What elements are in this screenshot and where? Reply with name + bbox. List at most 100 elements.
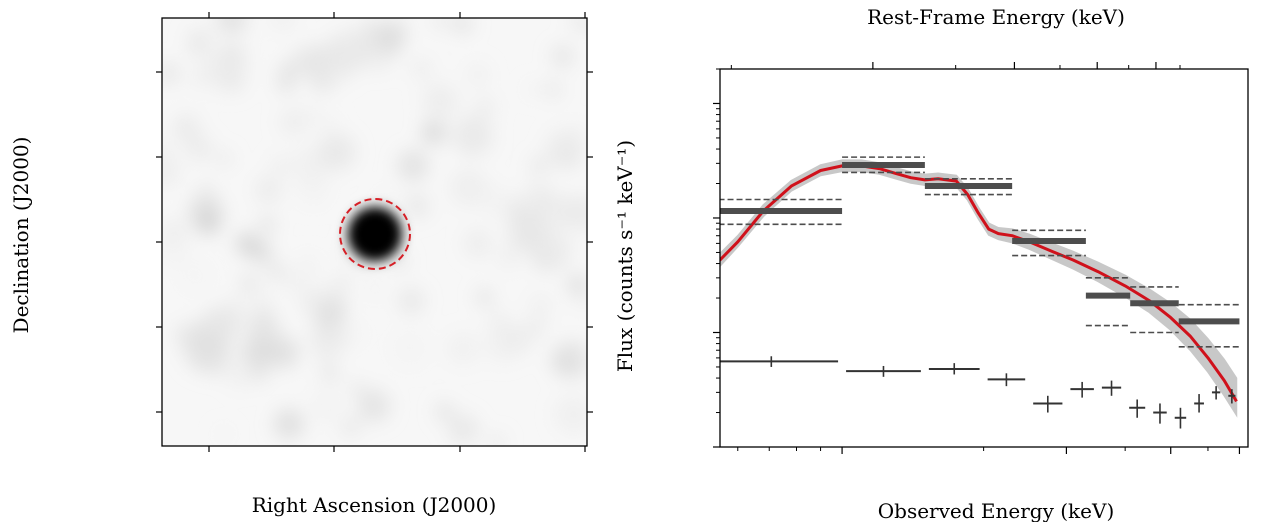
- noise-blob: [254, 176, 283, 205]
- noise-blob: [187, 37, 207, 57]
- noise-blob: [259, 216, 276, 233]
- noise-blob: [309, 389, 343, 423]
- background-layer: [720, 356, 1236, 429]
- noise-blob: [530, 241, 560, 270]
- noise-blob: [377, 189, 396, 208]
- noise-blob: [432, 18, 448, 29]
- source-bins-layer: [720, 156, 1240, 348]
- noise-blob: [567, 274, 587, 295]
- noise-blob: [297, 174, 330, 207]
- image-xlabel: Right Ascension (J2000): [252, 493, 497, 517]
- spectrum-data-layer: [720, 156, 1240, 429]
- source-peak: [358, 217, 392, 251]
- noise-blob: [445, 331, 481, 366]
- noise-blob: [289, 46, 324, 80]
- noise-blob: [452, 18, 473, 35]
- noise-blob: [397, 149, 429, 182]
- noise-blob: [250, 364, 270, 383]
- spectrum-top-xlabel: Rest-Frame Energy (keV): [867, 5, 1125, 29]
- noise-blob: [473, 95, 497, 120]
- noise-blob: [357, 18, 388, 46]
- noise-blob: [269, 18, 296, 32]
- noise-blob: [215, 150, 234, 168]
- noise-blob: [228, 366, 251, 389]
- noise-blob: [528, 293, 553, 318]
- noise-blob: [162, 217, 188, 244]
- noise-blob: [422, 83, 459, 120]
- noise-blob: [479, 184, 513, 219]
- noise-blob: [475, 288, 494, 307]
- noise-blob: [397, 287, 426, 315]
- noise-blob: [186, 135, 213, 162]
- noise-blob: [225, 295, 248, 318]
- noise-blob: [315, 347, 335, 366]
- noise-blob: [526, 82, 541, 97]
- noise-blob: [546, 128, 585, 168]
- noise-blob: [270, 263, 285, 278]
- spectrum-panel: Observed Energy (keV) Rest-Frame Energy …: [613, 5, 1249, 522]
- noise-blob: [176, 257, 215, 295]
- noise-blob: [535, 191, 575, 230]
- noise-blob: [453, 115, 493, 156]
- noise-blob: [240, 335, 275, 369]
- noise-blob: [277, 62, 296, 80]
- noise-blob: [172, 113, 201, 142]
- noise-blob: [248, 311, 280, 344]
- noise-blob: [211, 56, 249, 94]
- image-noise-layer: [162, 18, 587, 446]
- spectrum-xlabel: Observed Energy (keV): [878, 499, 1115, 522]
- noise-blob: [486, 310, 509, 332]
- noise-blob: [320, 363, 340, 383]
- image-panel: Right Ascension (J2000) Declination (J20…: [9, 12, 593, 517]
- noise-blob: [554, 395, 587, 434]
- noise-blob: [285, 273, 302, 290]
- noise-blob: [239, 274, 258, 293]
- noise-blob: [463, 229, 493, 259]
- source-blob: [348, 207, 402, 261]
- spectrum-ticks: [713, 62, 1241, 454]
- noise-blob: [296, 254, 321, 278]
- noise-blob: [411, 58, 433, 80]
- noise-blob: [216, 18, 248, 35]
- noise-blob: [550, 44, 575, 69]
- noise-blob: [449, 168, 488, 207]
- spectrum-ylabel: Flux (counts s⁻¹ keV⁻¹): [613, 140, 637, 372]
- noise-blob: [357, 389, 391, 423]
- noise-blob: [273, 408, 305, 440]
- noise-blob: [184, 331, 225, 372]
- noise-blob: [543, 80, 563, 100]
- noise-blob: [349, 380, 367, 397]
- noise-blob: [310, 321, 347, 358]
- noise-blob: [552, 339, 587, 380]
- noise-blob: [529, 154, 550, 176]
- noise-blob: [235, 232, 259, 256]
- noise-blob: [318, 133, 356, 171]
- aperture-circle: [339, 198, 411, 270]
- noise-blob: [421, 120, 446, 145]
- noise-blob: [277, 75, 296, 94]
- noise-blob: [366, 279, 384, 298]
- image-ylabel: Declination (J2000): [9, 137, 33, 334]
- noise-blob: [162, 62, 180, 86]
- noise-blob: [330, 273, 352, 295]
- noise-blob: [467, 63, 489, 86]
- noise-blob: [484, 326, 521, 363]
- noise-blob: [488, 433, 506, 446]
- noise-blob: [270, 155, 291, 176]
- noise-blob: [341, 417, 361, 437]
- noise-blob: [325, 52, 356, 83]
- noise-blob: [215, 426, 233, 443]
- image-ticks: [156, 12, 593, 452]
- noise-blob: [342, 322, 366, 346]
- noise-blob: [569, 18, 587, 29]
- noise-blob: [315, 113, 339, 137]
- noise-blob: [162, 156, 181, 188]
- image-frame: [161, 17, 588, 447]
- noise-blob: [573, 290, 587, 310]
- noise-blob: [497, 247, 520, 270]
- spectrum-plot-area: [720, 69, 1248, 447]
- noise-blob: [572, 123, 587, 140]
- noise-blob: [162, 141, 175, 165]
- noise-blob: [404, 193, 430, 219]
